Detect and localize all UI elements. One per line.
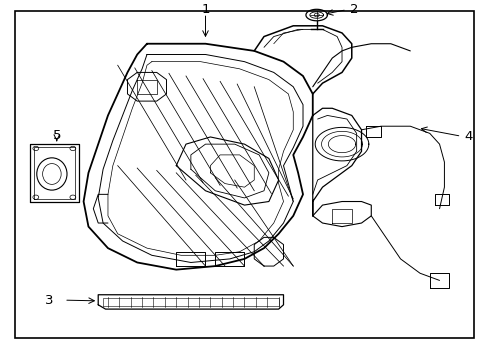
Ellipse shape [37, 158, 67, 190]
Text: 4: 4 [464, 130, 472, 144]
Text: 5: 5 [52, 129, 61, 142]
Text: 2: 2 [349, 3, 358, 16]
Text: 1: 1 [201, 3, 209, 16]
Text: 3: 3 [45, 294, 54, 307]
Ellipse shape [42, 163, 61, 184]
